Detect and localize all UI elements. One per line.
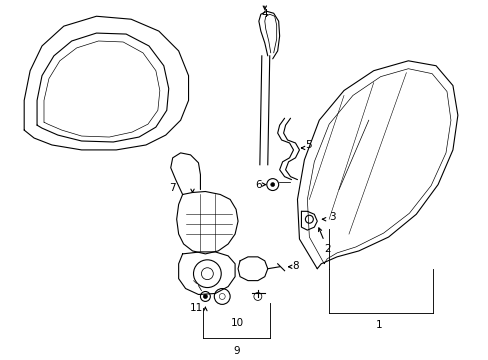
Text: 8: 8: [292, 261, 299, 271]
Text: 11: 11: [189, 303, 203, 313]
Text: 9: 9: [233, 346, 240, 356]
Text: 2: 2: [323, 244, 330, 254]
Text: 6: 6: [255, 180, 261, 190]
Text: 1: 1: [375, 320, 381, 330]
Text: 3: 3: [328, 212, 335, 222]
Text: 4: 4: [261, 9, 267, 19]
Text: 7: 7: [169, 183, 175, 193]
Circle shape: [270, 183, 274, 186]
Circle shape: [203, 294, 207, 298]
Text: 5: 5: [305, 140, 311, 150]
Text: 10: 10: [230, 318, 243, 328]
